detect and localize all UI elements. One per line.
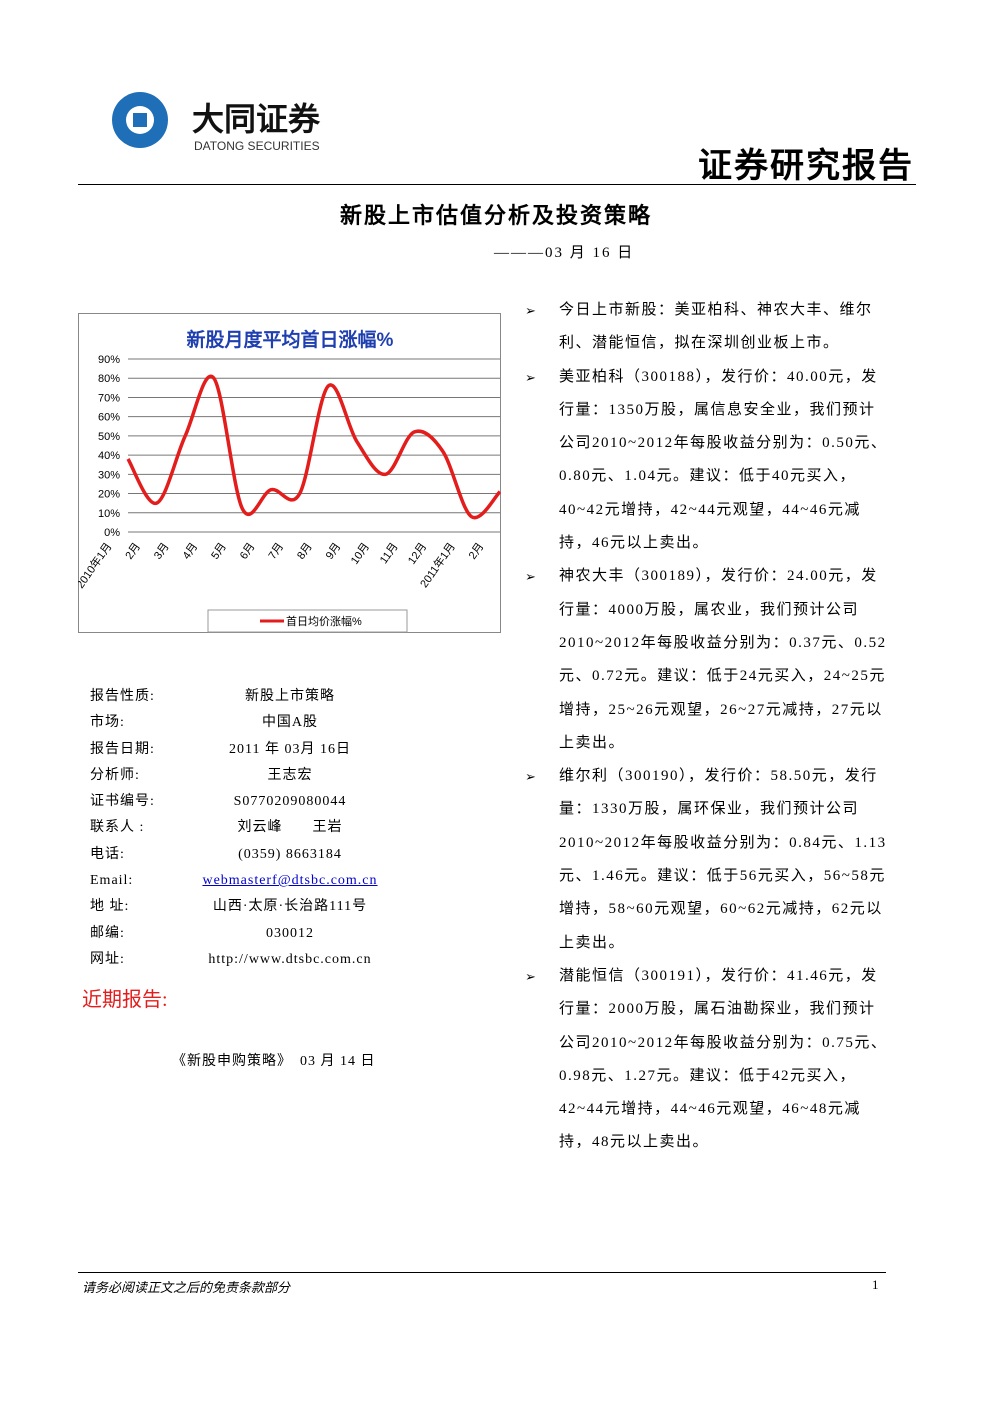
info-value: (0359) 8663184 xyxy=(238,846,342,862)
legend-box xyxy=(207,609,408,633)
info-row: 分析师: 王志宏 xyxy=(90,763,420,789)
y-tick-label: 60% xyxy=(98,412,120,424)
y-tick-label: 80% xyxy=(98,373,120,385)
info-value: 山西·太原·长治路111号 xyxy=(212,899,368,915)
bullet-text: 潜能恒信（300191），发行价：41.46元，发行量：2000万股，属石油勘探… xyxy=(559,967,888,1151)
info-row: 报告日期: 2011 年 03月 16日 xyxy=(90,737,420,763)
info-value: http://www.dtsbc.com.cn xyxy=(208,951,372,967)
info-label: 邮编: xyxy=(90,925,125,941)
y-tick-label: 10% xyxy=(98,508,120,520)
bullet-text: 神农大丰（300189），发行价：24.00元，发行量：4000万股，属农业，我… xyxy=(559,568,887,751)
info-value: webmasterf@dtsbc.com.cn xyxy=(202,873,378,889)
y-tick-label: 20% xyxy=(98,489,120,501)
bullet: ➢ 潜能恒信（300191），发行价：41.46元，发行量：2000万股，属石油勘… xyxy=(525,960,890,1160)
info-value: 王志宏 xyxy=(267,767,313,783)
recent-list: 《新股申购策略》 03 月 14 日 xyxy=(172,1050,376,1070)
bullet: ➢ 美亚柏科（300188），发行价：40.00元，发行量：1350万股，属信息安… xyxy=(525,361,890,561)
bullet-text: 美亚柏科（300188），发行价：40.00元，发行量：1350万股，属信息安全… xyxy=(559,368,888,552)
doc-title: 新股上市估值分析及投资策略 xyxy=(339,203,652,228)
recent-heading: 近期报告: xyxy=(82,989,168,1011)
logo-mark xyxy=(112,92,168,148)
info-value: 新股上市策略 xyxy=(245,689,335,704)
y-tick-label: 50% xyxy=(98,431,120,443)
y-tick-label: 90% xyxy=(98,354,120,366)
y-tick-label: 70% xyxy=(98,392,120,404)
chart-frame xyxy=(78,313,501,633)
info-value: 刘云峰 王岩 xyxy=(237,820,343,836)
bullet-arrow: ➢ xyxy=(525,569,538,585)
legend-label: 首日均价涨幅% xyxy=(286,614,362,628)
page-number: 1 xyxy=(872,1277,879,1292)
chart-title: 新股月度平均首日涨幅% xyxy=(187,328,394,351)
bullet-text: 维尔利（300190），发行价：58.50元，发行量：1330万股，属环保业，我… xyxy=(559,768,887,951)
bullet-arrow: ➢ xyxy=(525,369,538,385)
info-label: 报告性质: xyxy=(90,689,155,704)
info-label: 市场: xyxy=(90,715,125,731)
info-label: 地 址: xyxy=(90,899,130,915)
info-row: 地 址: 山西·太原·长治路111号 xyxy=(90,894,420,920)
bullet-list: ➢ 今日上市新股：美亚柏科、神农大丰、维尔利、潜能恒信，拟在深圳创业板上市。 ➢ 美亚… xyxy=(525,294,890,1160)
info-value: 2011 年 03月 16日 xyxy=(229,741,351,757)
info-row: Email: webmasterf@dtsbc.com.cn xyxy=(90,868,420,894)
footer-note: 请务必阅读正文之后的免责条款部分 xyxy=(82,1280,291,1295)
info-row: 联系人 : 刘云峰 王岩 xyxy=(90,815,420,841)
info-row: 网址: http://www.dtsbc.com.cn xyxy=(90,947,420,973)
info-label: 分析师: xyxy=(90,767,140,783)
recent-item: 《新股申购策略》 03 月 14 日 xyxy=(172,1054,376,1069)
bullet: ➢ 今日上市新股：美亚柏科、神农大丰、维尔利、潜能恒信，拟在深圳创业板上市。 xyxy=(525,294,890,361)
info-value: S0770209080044 xyxy=(233,794,347,810)
logo-sub: DATONG SECURITIES xyxy=(194,139,320,153)
data-line xyxy=(126,374,502,520)
info-label: Email: xyxy=(90,873,134,889)
info-label: 网址: xyxy=(90,951,125,967)
info-row: 证书编号: S0770209080044 xyxy=(90,789,420,815)
logo-name: 大同证券 xyxy=(192,101,321,137)
info-row: 邮编: 030012 xyxy=(90,921,420,947)
bullet: ➢ 维尔利（300190），发行价：58.50元，发行量：1330万股，属环保业，… xyxy=(525,760,890,960)
info-table: 报告性质: 新股上市策略市场: 中国A股报告日期: 2011 年 03月 16日分析师… xyxy=(90,684,420,973)
doc-date: ———03 月 16 日 xyxy=(494,245,635,261)
y-tick-label: 0% xyxy=(104,527,120,539)
logo: 大同证券 DATONG SECURITIES xyxy=(112,92,321,153)
info-label: 电话: xyxy=(90,846,125,862)
footer-rule xyxy=(78,1272,886,1273)
bullet-arrow: ➢ xyxy=(525,769,538,785)
info-label: 联系人 : xyxy=(90,820,145,836)
bullet-arrow: ➢ xyxy=(525,968,538,984)
info-label: 证书编号: xyxy=(90,794,155,810)
y-tick-label: 30% xyxy=(98,469,120,481)
bullet-text: 今日上市新股：美亚柏科、神农大丰、维尔利、潜能恒信，拟在深圳创业板上市。 xyxy=(559,302,873,352)
info-row: 市场: 中国A股 xyxy=(90,710,420,736)
bullet: ➢ 神农大丰（300189），发行价：24.00元，发行量：4000万股，属农业，… xyxy=(525,560,890,760)
info-value: 030012 xyxy=(266,925,314,941)
chart: 新股月度平均首日涨幅% 0% 10% 20% 30% 40% 50% 60% 70% 80% 90… xyxy=(78,313,502,633)
info-value: 中国A股 xyxy=(261,715,319,731)
info-row: 报告性质: 新股上市策略 xyxy=(90,684,420,710)
bullet-arrow: ➢ xyxy=(525,303,538,318)
report-type: 证券研究报告 xyxy=(698,148,914,185)
info-label: 报告日期: xyxy=(90,741,155,757)
y-tick-label: 40% xyxy=(98,450,120,462)
header-rule xyxy=(78,184,916,185)
info-row: 电话: (0359) 8663184 xyxy=(90,842,420,868)
